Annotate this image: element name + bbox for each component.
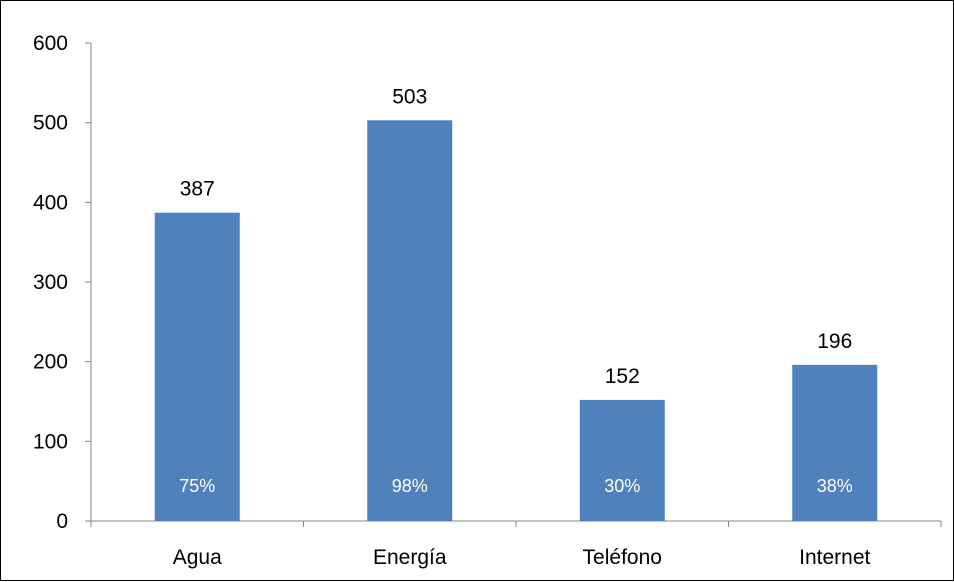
value-label: 152 [605,365,640,388]
y-tick-label: 0 [56,510,68,533]
bar-internet [792,364,878,521]
y-tick-label: 200 [33,351,68,374]
x-category-label: Internet [799,546,870,569]
percent-label: 75% [179,476,215,496]
x-category-label: Teléfono [583,546,662,569]
y-tick-label: 600 [33,32,68,55]
x-category-label: Agua [173,546,222,569]
x-category-label: Energía [373,546,447,569]
value-label: 196 [817,330,852,353]
value-label: 387 [180,178,215,201]
bar-teléfono [579,399,665,521]
percent-label: 38% [817,476,853,496]
value-label: 503 [392,85,427,108]
percent-label: 98% [392,476,428,496]
bar-energía [367,120,453,521]
y-tick-label: 400 [33,191,68,214]
bar-agua [154,212,240,521]
y-tick-label: 100 [33,430,68,453]
y-tick-label: 300 [33,271,68,294]
percent-label: 30% [604,476,640,496]
y-tick-label: 500 [33,112,68,135]
